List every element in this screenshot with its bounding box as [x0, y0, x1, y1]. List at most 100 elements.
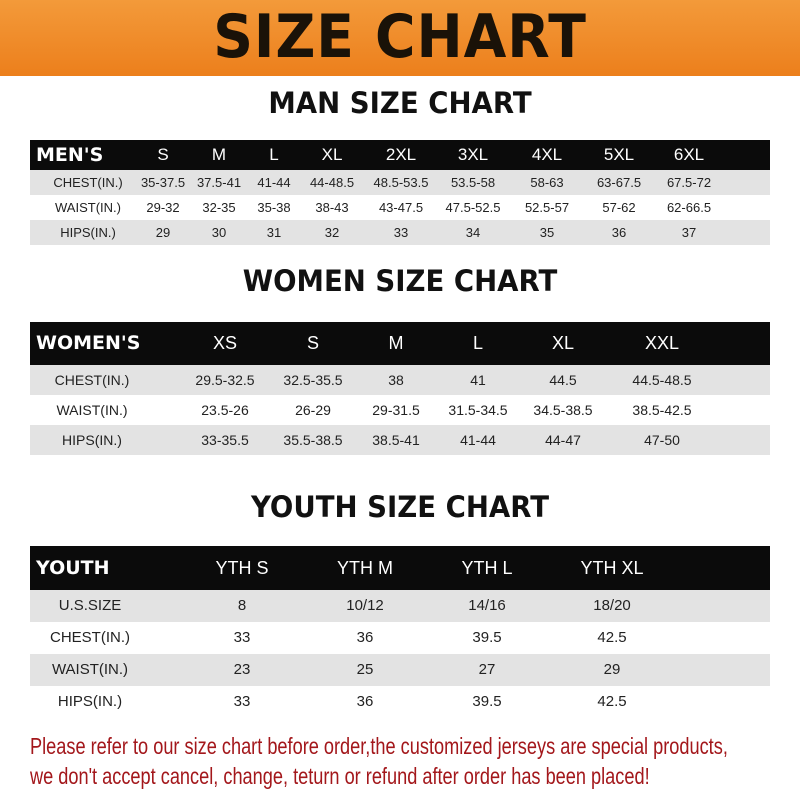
table-cell: 26-29: [295, 402, 331, 418]
table-cell: 33: [233, 693, 251, 710]
banner-title: SIZE CHART: [213, 2, 587, 72]
size-header: L: [472, 333, 484, 353]
size-header: M: [388, 333, 404, 353]
size-header: YTH L: [461, 558, 513, 578]
table-cell: 18/20: [593, 597, 631, 614]
row-label: WAIST(IN.): [51, 661, 129, 678]
table-header-row: MEN'S S M L XL 2XL 3XL 4XL 5XL 6XL: [30, 140, 770, 170]
size-header: YTH XL: [580, 558, 644, 578]
table-cell: 35: [539, 225, 555, 240]
table-cell: 31.5-34.5: [448, 402, 508, 418]
table-cell: 29: [603, 661, 621, 678]
table-cell: 8: [237, 597, 247, 614]
table-cell: 29.5-32.5: [195, 372, 255, 388]
table-cell: 39.5: [472, 629, 502, 646]
table-cell: 30: [211, 225, 227, 240]
table-cell: 67.5-72: [666, 175, 712, 190]
table-cell: 29-32: [146, 200, 180, 215]
size-header: XL: [321, 145, 343, 164]
row-label: CHEST(IN.): [53, 175, 123, 190]
table-cell: 58-63: [530, 175, 564, 190]
table-cell: 32-35: [202, 200, 236, 215]
table-cell: 44-47: [545, 432, 581, 448]
row-label: HIPS(IN.): [62, 432, 122, 448]
table-cell: 25: [356, 661, 374, 678]
size-header: XXL: [644, 333, 680, 353]
table-cell: 34.5-38.5: [533, 402, 593, 418]
table-cell: 33-35.5: [201, 432, 249, 448]
size-header: XS: [212, 333, 238, 353]
table-category-label: WOMEN'S: [36, 332, 141, 354]
banner: SIZE CHART: [0, 0, 800, 76]
table-cell: 38: [388, 372, 404, 388]
table-cell: 47-50: [644, 432, 680, 448]
table-cell: 47.5-52.5: [445, 200, 501, 215]
table-row: HIPS(IN.) 33 36 39.5 42.5: [30, 686, 770, 718]
table-cell: 42.5: [597, 693, 627, 710]
table-row: WAIST(IN.) 23.5-26 26-29 29-31.5 31.5-34.5 34…: [30, 395, 770, 425]
table-row: CHEST(IN.) 29.5-32.5 32.5-35.5 38 41 44.5 44.5…: [30, 365, 770, 395]
table-cell: 38-43: [315, 200, 349, 215]
table-cell: 53.5-58: [450, 175, 496, 190]
table-row: HIPS(IN.) 29 30 31 32 33 34 35 36 37: [30, 220, 770, 245]
table-cell: 62-66.5: [666, 200, 712, 215]
table-row: CHEST(IN.) 35-37.5 37.5-41 41-44 44-48.5 48.5…: [30, 170, 770, 195]
table-cell: 35-38: [257, 200, 291, 215]
table-cell: 23.5-26: [201, 402, 249, 418]
table-cell: 33: [393, 225, 409, 240]
size-header: L: [269, 145, 279, 164]
table-cell: 57-62: [602, 200, 636, 215]
table-cell: 29-31.5: [372, 402, 420, 418]
row-label: CHEST(IN.): [54, 372, 130, 388]
table-header-row: YOUTH YTH S YTH M YTH L YTH XL: [30, 546, 770, 590]
table-row: CHEST(IN.) 33 36 39.5 42.5: [30, 622, 770, 654]
row-label: WAIST(IN.): [55, 200, 121, 215]
notice-line-1: Please refer to our size chart before or…: [30, 733, 728, 759]
table-cell: 44.5-48.5: [632, 372, 692, 388]
table-row: WAIST(IN.) 29-32 32-35 35-38 38-43 43-47.5 47.…: [30, 195, 770, 220]
table-cell: 52.5-57: [524, 200, 570, 215]
table-cell: 44-48.5: [309, 175, 355, 190]
table-cell: 41-44: [460, 432, 496, 448]
size-header: YTH M: [337, 558, 393, 578]
table-header-row: WOMEN'S XS S M L XL XXL: [30, 322, 770, 365]
size-header: 5XL: [603, 145, 635, 164]
table-category-label: YOUTH: [36, 557, 110, 579]
size-header: 3XL: [457, 145, 489, 164]
size-header: S: [306, 333, 320, 353]
table-category-label: MEN'S: [36, 144, 104, 166]
row-label: WAIST(IN.): [56, 402, 128, 418]
table-cell: 38.5-42.5: [632, 402, 692, 418]
table-cell: 37.5-41: [196, 175, 242, 190]
size-header: YTH S: [215, 558, 269, 578]
table-cell: 23: [233, 661, 251, 678]
women-section-title: WOMEN SIZE CHART: [242, 264, 558, 298]
table-cell: 31: [266, 225, 282, 240]
notice-line-2: we don't accept cancel, change, teturn o…: [30, 763, 650, 789]
row-label: CHEST(IN.): [50, 629, 130, 646]
table-cell: 36: [611, 225, 627, 240]
men-section-title: MAN SIZE CHART: [268, 86, 532, 120]
size-header: 6XL: [673, 145, 705, 164]
table-cell: 43-47.5: [378, 200, 424, 215]
table-cell: 35.5-38.5: [283, 432, 343, 448]
table-cell: 35-37.5: [140, 175, 186, 190]
table-cell: 37: [681, 225, 697, 240]
table-cell: 41: [470, 372, 486, 388]
row-label: HIPS(IN.): [57, 693, 123, 710]
table-row: WAIST(IN.) 23 25 27 29: [30, 654, 770, 686]
table-row: HIPS(IN.) 33-35.5 35.5-38.5 38.5-41 41-44 44-…: [30, 425, 770, 455]
table-cell: 41-44: [257, 175, 291, 190]
table-cell: 14/16: [468, 597, 506, 614]
size-header: S: [157, 145, 169, 164]
table-cell: 63-67.5: [596, 175, 642, 190]
table-cell: 39.5: [472, 693, 502, 710]
youth-section-title: YOUTH SIZE CHART: [250, 490, 550, 524]
table-cell: 44.5: [549, 372, 577, 388]
table-cell: 42.5: [597, 629, 627, 646]
row-label: U.S.SIZE: [58, 597, 122, 614]
table-cell: 32.5-35.5: [283, 372, 343, 388]
table-cell: 36: [356, 629, 374, 646]
table-cell: 32: [324, 225, 340, 240]
table-cell: 36: [356, 693, 374, 710]
